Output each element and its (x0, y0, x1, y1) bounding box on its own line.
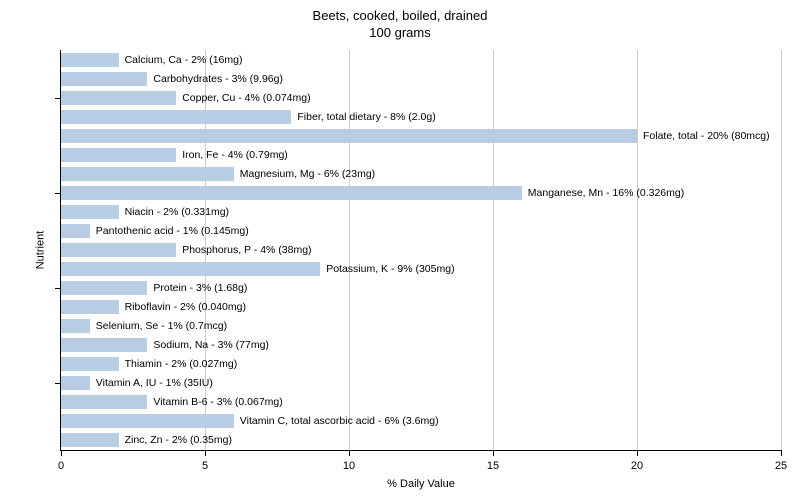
nutrient-bar-label: Magnesium, Mg - 6% (23mg) (240, 167, 375, 181)
nutrient-bar-label: Vitamin A, IU - 1% (35IU) (96, 376, 213, 390)
nutrient-bar-label: Thiamin - 2% (0.027mg) (125, 357, 238, 371)
nutrient-bar-label: Vitamin B-6 - 3% (0.067mg) (153, 395, 282, 409)
nutrient-bar (61, 53, 119, 67)
nutrient-bar-label: Sodium, Na - 3% (77mg) (153, 338, 269, 352)
nutrient-bar-label: Pantothenic acid - 1% (0.145mg) (96, 224, 249, 238)
x-tick-label: 10 (343, 460, 355, 472)
x-tick-label: 0 (58, 460, 64, 472)
nutrient-bar (61, 338, 147, 352)
nutrient-chart: Beets, cooked, boiled, drained 100 grams… (0, 0, 800, 500)
nutrient-bar-label: Potassium, K - 9% (305mg) (326, 262, 454, 276)
nutrient-bar-label: Copper, Cu - 4% (0.074mg) (182, 91, 310, 105)
nutrient-bar (61, 167, 234, 181)
y-axis-label: Nutrient (34, 231, 46, 270)
title-line-2: 100 grams (369, 25, 430, 40)
nutrient-bar (61, 395, 147, 409)
x-tick (493, 450, 494, 456)
nutrient-bar (61, 91, 176, 105)
x-tick-label: 25 (775, 460, 787, 472)
nutrient-bar-label: Folate, total - 20% (80mcg) (643, 129, 770, 143)
chart-title: Beets, cooked, boiled, drained 100 grams (0, 0, 800, 42)
nutrient-bar-label: Manganese, Mn - 16% (0.326mg) (528, 186, 684, 200)
x-tick-label: 20 (631, 460, 643, 472)
y-tick (55, 383, 61, 384)
nutrient-bar (61, 376, 90, 390)
nutrient-bar-label: Carbohydrates - 3% (9.96g) (153, 72, 283, 86)
x-tick (781, 450, 782, 456)
nutrient-bar (61, 224, 90, 238)
nutrient-bar-label: Protein - 3% (1.68g) (153, 281, 247, 295)
nutrient-bar (61, 129, 637, 143)
nutrient-bar-label: Fiber, total dietary - 8% (2.0g) (297, 110, 435, 124)
x-tick-label: 15 (487, 460, 499, 472)
gridline (637, 50, 638, 450)
nutrient-bar-label: Iron, Fe - 4% (0.79mg) (182, 148, 288, 162)
nutrient-bar (61, 72, 147, 86)
nutrient-bar-label: Riboflavin - 2% (0.040mg) (125, 300, 246, 314)
y-tick (55, 288, 61, 289)
plot-area: Nutrient % Daily Value 0510152025Calcium… (60, 50, 781, 451)
nutrient-bar (61, 414, 234, 428)
x-tick (61, 450, 62, 456)
gridline (781, 50, 782, 450)
nutrient-bar (61, 357, 119, 371)
x-tick (205, 450, 206, 456)
nutrient-bar (61, 281, 147, 295)
x-tick (637, 450, 638, 456)
x-axis-label: % Daily Value (387, 478, 455, 490)
x-tick (349, 450, 350, 456)
nutrient-bar (61, 262, 320, 276)
nutrient-bar (61, 110, 291, 124)
title-line-1: Beets, cooked, boiled, drained (313, 8, 488, 23)
nutrient-bar-label: Niacin - 2% (0.331mg) (125, 205, 229, 219)
nutrient-bar (61, 205, 119, 219)
nutrient-bar (61, 300, 119, 314)
nutrient-bar-label: Phosphorus, P - 4% (38mg) (182, 243, 311, 257)
gridline (493, 50, 494, 450)
nutrient-bar (61, 148, 176, 162)
nutrient-bar-label: Vitamin C, total ascorbic acid - 6% (3.6… (240, 414, 439, 428)
nutrient-bar (61, 433, 119, 447)
y-tick (55, 98, 61, 99)
nutrient-bar (61, 243, 176, 257)
y-tick (55, 193, 61, 194)
nutrient-bar (61, 186, 522, 200)
nutrient-bar-label: Calcium, Ca - 2% (16mg) (125, 53, 243, 67)
nutrient-bar-label: Zinc, Zn - 2% (0.35mg) (125, 433, 232, 447)
x-tick-label: 5 (202, 460, 208, 472)
nutrient-bar-label: Selenium, Se - 1% (0.7mcg) (96, 319, 227, 333)
nutrient-bar (61, 319, 90, 333)
